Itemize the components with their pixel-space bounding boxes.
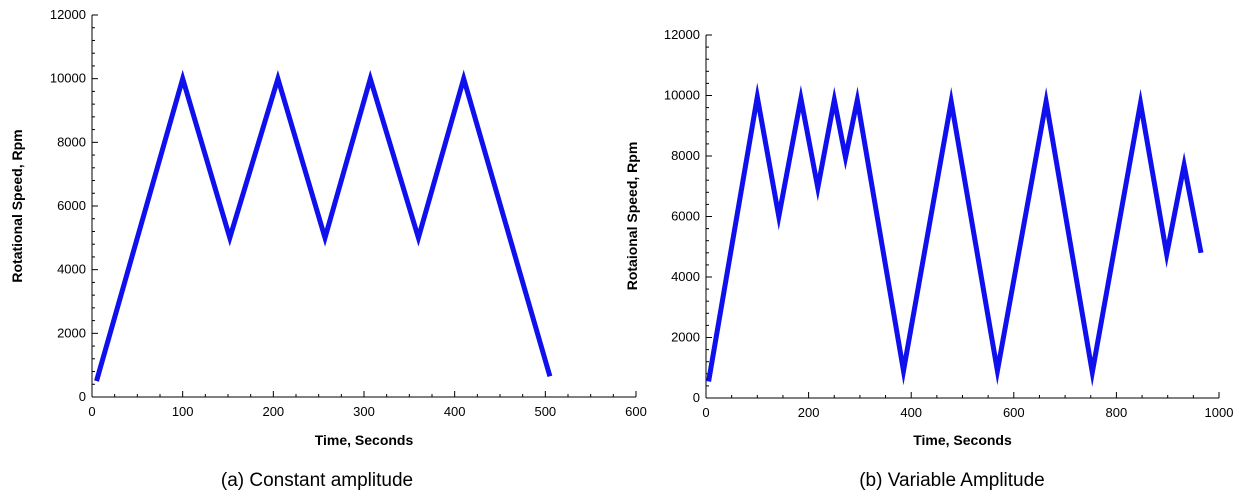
x-tick-label: 800 [1106, 405, 1128, 420]
y-tick-label: 2000 [57, 325, 86, 340]
y-tick-label: 6000 [671, 209, 700, 224]
x-tick-label: 1000 [1205, 405, 1234, 420]
y-tick-label: 10000 [664, 88, 700, 103]
x-tick-label: 400 [900, 405, 922, 420]
y-tick-label: 10000 [50, 71, 86, 86]
y-tick-label: 0 [79, 389, 86, 404]
x-tick-label: 200 [798, 405, 820, 420]
series-line [94, 69, 553, 382]
x-axis-title: Time, Seconds [913, 432, 1012, 448]
chart-constant-amplitude: 0 2000 4000 6000 8000 10000 12000 0 100 200 300 400… [9, 7, 647, 448]
chart-variable-amplitude: 0 2000 4000 6000 8000 10000 12000 0 200 400 600 800… [624, 27, 1233, 448]
x-tick-label: 600 [1003, 405, 1025, 420]
y-tick-label: 2000 [671, 330, 700, 345]
x-tick-label: 300 [353, 404, 375, 419]
x-tick-label: 600 [625, 404, 647, 419]
y-tick-label: 6000 [57, 198, 86, 213]
x-tick-label: 100 [172, 404, 194, 419]
y-tick-label: 4000 [57, 262, 86, 277]
y-tick-label: 8000 [671, 148, 700, 163]
y-tick-label: 8000 [57, 134, 86, 149]
x-tick-label: 0 [702, 405, 709, 420]
y-tick-label: 0 [693, 390, 700, 405]
x-tick-label: 500 [534, 404, 556, 419]
x-tick-label: 0 [88, 404, 95, 419]
caption-variable-amplitude: (b) Variable Amplitude [859, 470, 1045, 490]
x-axis-title: Time, Seconds [315, 432, 414, 448]
series-line [706, 82, 1204, 387]
caption-constant-amplitude: (a) Constant amplitude [221, 470, 413, 490]
y-axis-title: Rotational Speed, Rpm [9, 129, 25, 282]
y-tick-label: 12000 [50, 7, 86, 22]
y-tick-label: 4000 [671, 269, 700, 284]
x-tick-label: 200 [262, 404, 284, 419]
y-tick-label: 12000 [664, 27, 700, 42]
x-tick-label: 400 [444, 404, 466, 419]
y-axis-title: Rotaional Speed, Rpm [624, 142, 640, 291]
